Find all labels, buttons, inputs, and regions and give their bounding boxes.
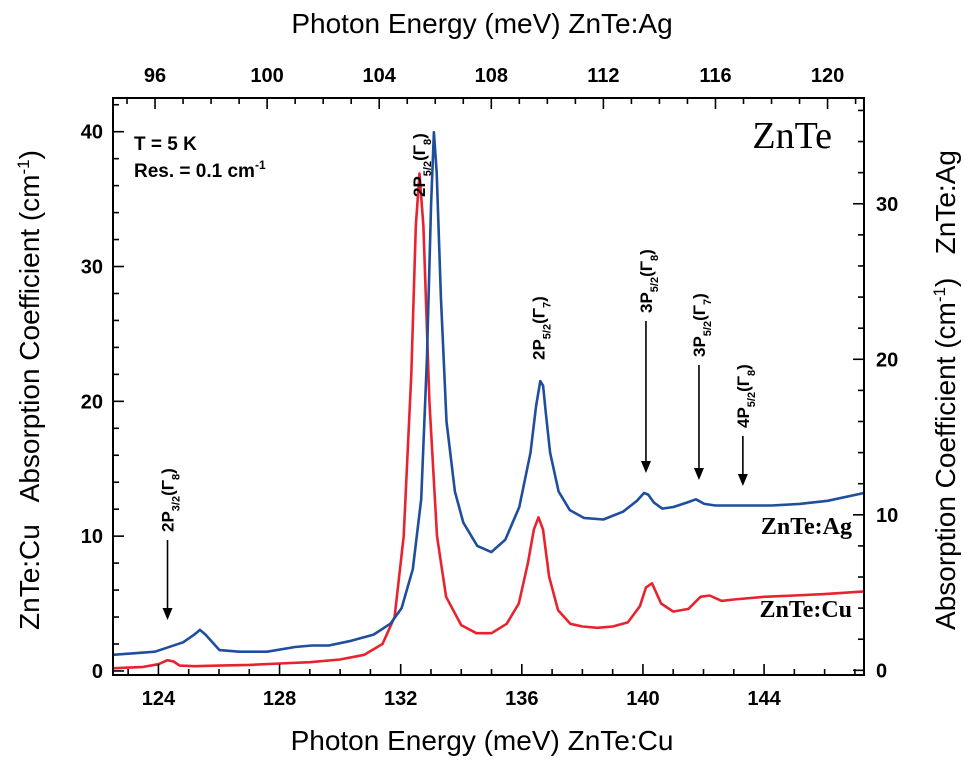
peak-label-part: (Γ	[637, 261, 656, 277]
y-right-axis-title: Absorption Coefficient (cm-1) ZnTe:Ag	[930, 150, 961, 630]
peak-label-group: 4P5/2(Γ8)	[734, 364, 758, 428]
peak-label-group: 3P5/2(Γ7)	[690, 293, 714, 357]
peak-label-part: 5/2	[422, 161, 434, 176]
peak-label-part: )	[529, 296, 548, 302]
y-left-label: Absorption Coefficient (cm	[14, 174, 45, 502]
y-left-tick-label: 10	[81, 526, 103, 548]
x-bottom-tick-label: 124	[142, 688, 176, 710]
x-bottom-tick-label: 128	[263, 688, 296, 710]
series-layer	[112, 130, 865, 670]
peak-label-part: 3P	[637, 292, 656, 313]
annotation-layer: 2P3/2(Γ8)2P5/2(Γ8)2P5/2(Γ7) 3P5/2(Γ8)3P5/…	[159, 133, 758, 620]
series-line-znte-ag	[112, 130, 865, 657]
peak-label: 3P5/2(Γ7)	[690, 293, 714, 357]
condition-temperature: T = 5 K	[134, 134, 197, 155]
x-top-tick-label: 96	[144, 65, 166, 87]
peak-label-part: 2P	[529, 339, 548, 360]
peak-label-part: 8	[746, 370, 758, 376]
peak-label-group: 2P3/2(Γ8)	[159, 468, 183, 532]
peak-label: 4P5/2(Γ8)	[734, 364, 758, 428]
y-left-tick-label: 0	[92, 661, 103, 683]
peak-label-part: 8	[171, 474, 183, 480]
chart-title: ZnTe	[752, 115, 832, 157]
peak-label-part: (Γ	[159, 480, 178, 496]
y-left-tick-label: 20	[81, 391, 103, 413]
peak-label-part: 8	[422, 139, 434, 145]
y-right-tick-label: 0	[876, 660, 887, 682]
y-right-prefix: ZnTe:Ag	[930, 150, 961, 254]
condition-resolution-sup: -1	[255, 158, 266, 172]
peak-label-part: 2P	[410, 176, 429, 197]
peak-label-part: 5/2	[649, 277, 661, 292]
x-bottom-axis-title: Photon Energy (meV) ZnTe:Cu	[291, 725, 674, 756]
peak-arrow-head	[693, 468, 704, 480]
peak-label-part: )	[637, 249, 656, 255]
peak-label-part: 3/2	[171, 496, 183, 511]
x-bottom-tick-label: 140	[626, 688, 659, 710]
peak-label: 2P5/2(Γ8)	[410, 133, 434, 197]
peak-label-part: )	[734, 364, 753, 370]
peak-label-part: 7	[541, 302, 553, 308]
y-right-tick-label: 10	[876, 505, 898, 527]
x-top-tick-label: 116	[699, 65, 731, 87]
series-label-ag: ZnTe:Ag	[761, 514, 852, 540]
x-bottom-tick-label: 136	[505, 688, 538, 710]
peak-label-part: 7	[702, 299, 714, 305]
y-right-label: Absorption Coefficient (cm	[930, 302, 961, 630]
peak-label-part: (Γ	[529, 308, 548, 324]
y-left-axis-title-text: ZnTe:Cu Absorption Coefficient (cm-1)	[14, 150, 45, 630]
y-right-axis-title-text: Absorption Coefficient (cm-1) ZnTe:Ag	[930, 150, 961, 630]
peak-label-group: 2P5/2(Γ7)	[529, 296, 553, 360]
peak-label-group: 2P5/2(Γ8)	[410, 133, 434, 197]
peak-label-part: 5/2	[702, 321, 714, 336]
x-top-tick-label: 120	[811, 65, 844, 87]
plot-frame	[112, 97, 865, 676]
peak-arrow-head	[162, 608, 173, 620]
y-left-spacer	[14, 502, 45, 524]
peak-label-part: 4P	[734, 407, 753, 428]
y-left-prefix: ZnTe:Cu	[14, 524, 45, 630]
x-bottom-tick-label: 132	[384, 688, 417, 710]
y-left-tick-label: 40	[81, 122, 103, 144]
peak-label-part: 8	[649, 255, 661, 261]
series-line-znte-cu	[112, 172, 865, 670]
peak-label-part: 5/2	[541, 324, 553, 339]
condition-resolution: Res. = 0.1 cm-1	[134, 158, 266, 182]
y-right-tick-label: 30	[876, 194, 898, 216]
y-right-spacer	[930, 254, 961, 277]
peak-label: 3P5/2(Γ8)	[637, 249, 661, 313]
condition-resolution-text: Res. = 0.1 cm	[134, 161, 255, 182]
peak-label: 2P3/2(Γ8)	[159, 468, 183, 532]
y-left-label-sup: -1	[14, 159, 33, 174]
y-left-axis-title: ZnTe:Cu Absorption Coefficient (cm-1)	[14, 150, 45, 630]
peak-label-part: 2P	[159, 511, 178, 532]
series-label-cu: ZnTe:Cu	[760, 597, 852, 623]
peak-label: 2P5/2(Γ7)	[529, 296, 553, 360]
x-top-axis-title: Photon Energy (meV) ZnTe:Ag	[291, 8, 672, 39]
y-left-tick-label: 30	[81, 257, 103, 279]
peak-label-part: )	[159, 468, 178, 474]
x-bottom-tick-label: 144	[747, 688, 781, 710]
x-top-tick-label: 100	[250, 65, 283, 87]
y-right-tick-label: 20	[876, 349, 898, 371]
x-top-tick-label: 104	[363, 65, 397, 87]
peak-label-part: (Γ	[734, 376, 753, 392]
peak-arrow-head	[640, 461, 651, 473]
peak-label-part: (Γ	[410, 145, 429, 161]
peak-label-group: 3P5/2(Γ8)	[637, 249, 661, 313]
peak-label-part: 3P	[690, 336, 709, 357]
peak-arrow-head	[737, 474, 748, 486]
peak-label-part: (Γ	[690, 305, 709, 321]
peak-label-part: 5/2	[746, 392, 758, 407]
y-left-label-close: )	[14, 150, 45, 159]
x-top-tick-label: 108	[475, 65, 508, 87]
y-right-label-close: )	[930, 278, 961, 287]
peak-label-part: )	[410, 133, 429, 139]
y-right-label-sup: -1	[930, 287, 949, 302]
peak-label-part: )	[690, 293, 709, 299]
x-top-tick-label: 112	[587, 65, 619, 87]
